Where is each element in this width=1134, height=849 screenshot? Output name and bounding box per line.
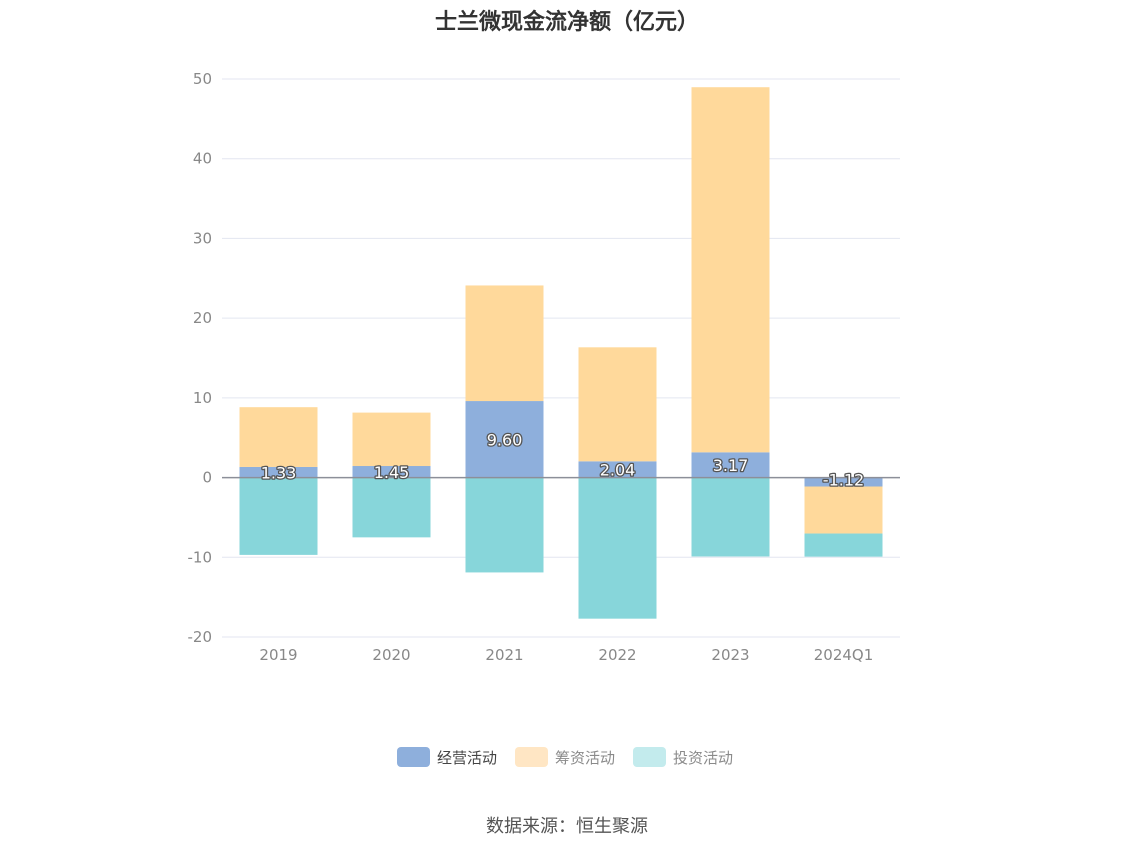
bar-segment — [465, 477, 544, 573]
data-source: 数据来源：恒生聚源 — [486, 816, 648, 837]
y-tick-label: 0 — [202, 469, 212, 487]
legend-item[interactable]: 投资活动 — [633, 747, 733, 767]
x-tick-label: 2022 — [598, 646, 636, 664]
x-axis: 2019 2020 2021 2022 2023 2024Q1 — [259, 646, 873, 664]
bar-segment — [239, 466, 318, 478]
data-label: 1.33 — [261, 463, 297, 482]
x-tick-label: 2019 — [259, 646, 297, 664]
data-label: 9.60 — [487, 430, 523, 449]
data-label: 3.17 — [713, 456, 749, 475]
grid-lines — [222, 78, 900, 638]
bar-segment — [578, 461, 657, 478]
bar-segment — [352, 466, 431, 478]
legend-swatch — [633, 747, 666, 767]
bar-segment — [578, 347, 657, 462]
bar-segment — [239, 477, 318, 555]
x-tick-label: 2023 — [711, 646, 749, 664]
bar-segment — [804, 486, 883, 534]
bar-segment — [804, 477, 883, 487]
legend-label: 筹资活动 — [555, 749, 615, 767]
data-label: -1.12 — [823, 470, 864, 489]
bar-segment — [691, 452, 770, 478]
legend[interactable]: 经营活动 筹资活动 投资活动 — [397, 747, 733, 767]
data-label: 2.04 — [600, 460, 636, 479]
legend-swatch — [397, 747, 430, 767]
bar-segment — [465, 401, 544, 478]
y-tick-label: 20 — [193, 309, 212, 327]
bar-segment — [352, 412, 431, 467]
y-tick-label: 10 — [193, 389, 212, 407]
bar-segment — [578, 477, 657, 619]
x-tick-label: 2020 — [372, 646, 410, 664]
bar-segment — [352, 477, 431, 538]
y-axis: -20 -10 0 10 20 30 40 50 — [188, 70, 213, 646]
y-tick-label: -10 — [188, 548, 213, 566]
bars — [239, 87, 883, 619]
legend-swatch — [515, 747, 548, 767]
legend-item[interactable]: 经营活动 — [397, 747, 497, 767]
y-tick-label: 50 — [193, 70, 212, 88]
x-tick-label: 2024Q1 — [814, 646, 874, 664]
legend-item[interactable]: 筹资活动 — [515, 747, 615, 767]
x-tick-label: 2021 — [485, 646, 523, 664]
bar-segment — [691, 87, 770, 453]
bar-segment — [239, 407, 318, 467]
y-tick-label: -20 — [188, 628, 213, 646]
data-labels: 1.33 1.45 9.60 2.04 3.17 -1.12 — [259, 429, 865, 491]
y-tick-label: 30 — [193, 229, 212, 247]
bar-segment — [804, 533, 883, 557]
chart-title: 士兰微现金流净额（亿元） — [434, 10, 699, 35]
data-label: 1.45 — [374, 463, 410, 482]
bar-segment — [465, 285, 544, 402]
y-tick-label: 40 — [193, 150, 212, 168]
bar-segment — [691, 477, 770, 557]
legend-label: 经营活动 — [437, 749, 497, 767]
legend-label: 投资活动 — [673, 749, 733, 767]
